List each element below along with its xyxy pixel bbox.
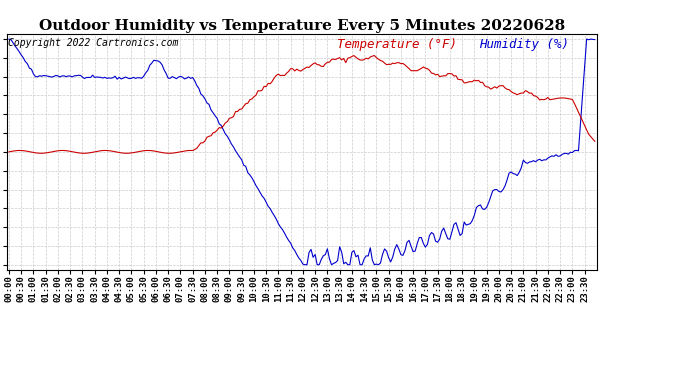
Title: Outdoor Humidity vs Temperature Every 5 Minutes 20220628: Outdoor Humidity vs Temperature Every 5 … [39, 19, 565, 33]
Text: Copyright 2022 Cartronics.com: Copyright 2022 Cartronics.com [8, 39, 179, 48]
Text: Humidity (%): Humidity (%) [479, 39, 569, 51]
Text: Temperature (°F): Temperature (°F) [337, 39, 457, 51]
